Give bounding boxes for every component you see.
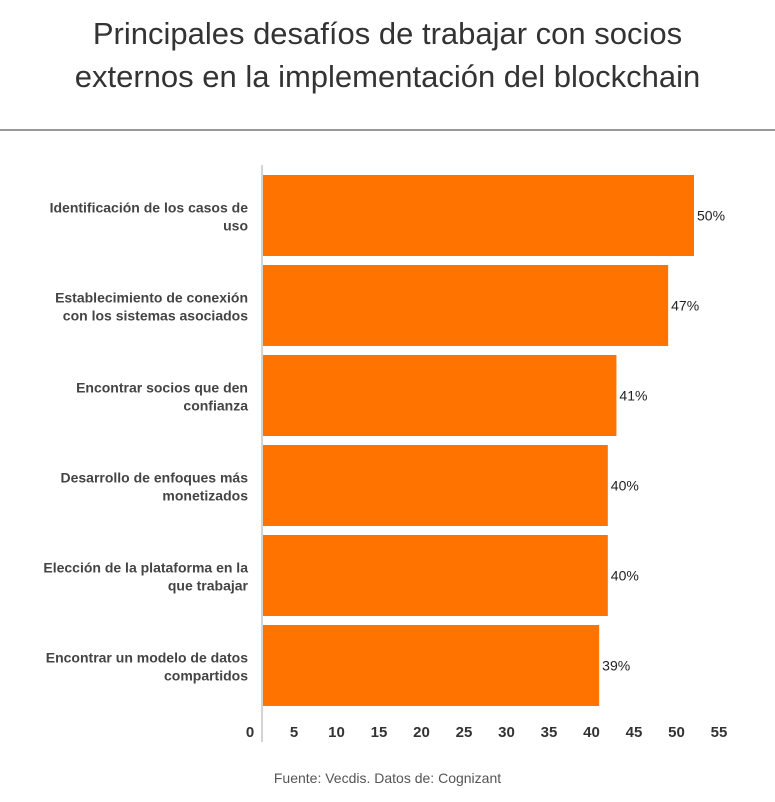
bar (263, 175, 694, 256)
category-label: Elección de la plataforma en la (43, 560, 248, 576)
bar (263, 445, 608, 526)
data-label: 40% (611, 478, 639, 494)
bar (263, 625, 600, 706)
x-tick-label: 45 (626, 724, 643, 741)
chart-title: Principales desafíos de trabajar con soc… (0, 12, 775, 98)
category-label: compartidos (164, 668, 248, 684)
bar (263, 265, 669, 346)
bar-chart: 50% Identificación de los casos de uso 47% E… (43, 165, 728, 742)
data-label: 41% (619, 388, 647, 404)
x-tick-label: 30 (498, 724, 515, 741)
category-label: confianza (183, 398, 248, 414)
source-note: Fuente: Vecdis. Datos de: Cognizant (273, 770, 502, 786)
x-tick-label: 15 (371, 724, 388, 741)
title-divider (0, 129, 775, 131)
bar (263, 535, 608, 616)
category-label: con los sistemas asociados (63, 308, 248, 324)
chart-title-line-1: Principales desafíos de trabajar con soc… (92, 16, 683, 51)
category-label: uso (223, 218, 248, 234)
x-tick-label: 10 (328, 724, 345, 741)
x-tick-label: 50 (668, 724, 685, 741)
category-label: Desarrollo de enfoques más (60, 470, 248, 486)
x-tick-label: 40 (583, 724, 600, 741)
data-label: 50% (697, 208, 725, 224)
x-tick-label: 55 (711, 724, 728, 741)
x-tick-label: 35 (541, 724, 558, 741)
x-tick-label: 0 (246, 724, 254, 741)
category-label: Identificación de los casos de (50, 200, 249, 216)
category-label: monetizados (162, 488, 248, 504)
category-label: que trabajar (168, 578, 249, 594)
x-tick-label: 5 (290, 724, 298, 741)
data-label: 40% (611, 568, 639, 584)
category-label: Encontrar un modelo de datos (46, 650, 248, 666)
x-tick-label: 25 (456, 724, 473, 741)
x-tick-label: 20 (413, 724, 430, 741)
chart-title-line-2: externos en la implementación del blockc… (74, 59, 701, 94)
category-label: Encontrar socios que den (76, 380, 248, 396)
bar (263, 355, 617, 436)
data-label: 47% (671, 298, 699, 314)
data-label: 39% (602, 658, 630, 674)
category-label: Establecimiento de conexión (55, 290, 248, 306)
